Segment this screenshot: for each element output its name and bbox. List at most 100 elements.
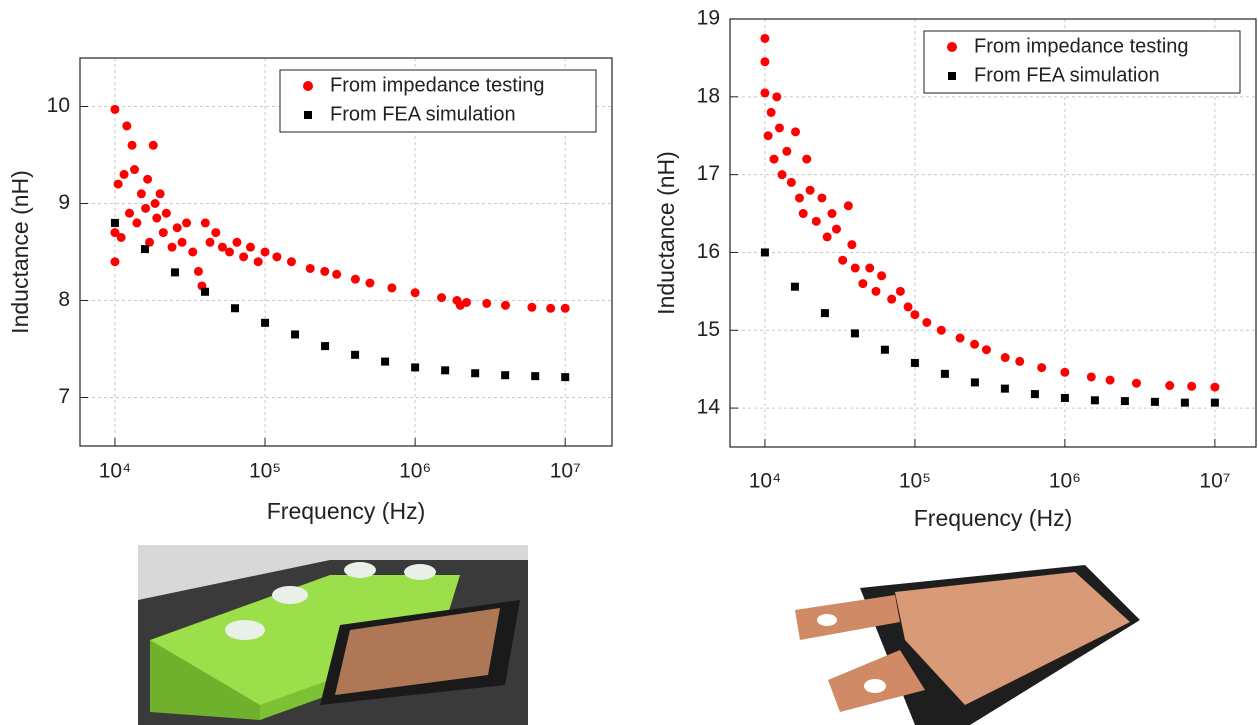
point — [1181, 399, 1189, 407]
point — [287, 257, 296, 266]
point — [806, 186, 815, 195]
point — [546, 304, 555, 313]
point — [321, 342, 329, 350]
point — [471, 369, 479, 377]
y-tick-label: 10 — [47, 94, 70, 117]
point — [151, 199, 160, 208]
point — [1061, 394, 1069, 402]
point — [149, 141, 158, 150]
point — [561, 373, 569, 381]
point — [117, 233, 126, 242]
point — [225, 248, 234, 257]
point — [110, 257, 119, 266]
point — [851, 329, 859, 337]
point — [838, 256, 847, 265]
legend-marker — [947, 42, 957, 52]
point — [764, 131, 773, 140]
point — [351, 275, 360, 284]
point — [1037, 363, 1046, 372]
point — [802, 155, 811, 164]
point — [847, 240, 856, 249]
point — [1087, 372, 1096, 381]
point — [211, 228, 220, 237]
y-tick-label: 19 — [697, 7, 720, 30]
point — [110, 105, 119, 114]
y-tick-label: 7 — [58, 385, 70, 408]
point — [437, 293, 446, 302]
legend-label: From FEA simulation — [330, 103, 516, 125]
point — [760, 88, 769, 97]
point — [767, 108, 776, 117]
point — [239, 252, 248, 261]
point — [178, 238, 187, 247]
point — [817, 193, 826, 202]
point — [531, 372, 539, 380]
photo-busbar — [795, 565, 1140, 725]
point — [501, 371, 509, 379]
point — [137, 189, 146, 198]
legend-marker — [303, 81, 313, 91]
y-tick-label: 14 — [697, 396, 721, 419]
point — [122, 121, 131, 130]
point — [441, 366, 449, 374]
point — [787, 178, 796, 187]
point — [778, 170, 787, 179]
x-tick-label: 10⁴ — [749, 470, 781, 493]
point — [799, 209, 808, 218]
point — [1211, 399, 1219, 407]
point — [261, 319, 269, 327]
x-tick-label: 10⁴ — [99, 460, 131, 483]
point — [1060, 368, 1069, 377]
point — [760, 34, 769, 43]
point — [128, 141, 137, 150]
x-axis-title: Frequency (Hz) — [267, 498, 425, 524]
point — [561, 304, 570, 313]
x-tick-label: 10⁶ — [399, 460, 431, 483]
point — [858, 279, 867, 288]
point — [922, 318, 931, 327]
y-tick-label: 9 — [58, 191, 70, 214]
x-tick-label: 10⁵ — [899, 470, 931, 493]
point — [823, 232, 832, 241]
point — [910, 310, 919, 319]
point — [1187, 382, 1196, 391]
point — [887, 295, 896, 304]
point — [254, 257, 263, 266]
page: {"chart_data": [ {"type": "scatter", "x_… — [0, 0, 1258, 725]
point — [125, 209, 134, 218]
point — [381, 358, 389, 366]
point — [761, 248, 769, 256]
point — [501, 301, 510, 310]
point — [411, 288, 420, 297]
point — [904, 302, 913, 311]
point — [1001, 385, 1009, 393]
point — [120, 170, 129, 179]
point — [851, 264, 860, 273]
point — [782, 147, 791, 156]
point — [201, 288, 209, 296]
y-tick-label: 15 — [697, 318, 720, 341]
point — [896, 287, 905, 296]
point — [1015, 357, 1024, 366]
point — [182, 218, 191, 227]
point — [168, 243, 177, 252]
point — [1091, 396, 1099, 404]
point — [156, 189, 165, 198]
point — [941, 370, 949, 378]
point — [173, 223, 182, 232]
point — [194, 267, 203, 276]
point — [791, 127, 800, 136]
x-tick-label: 10⁷ — [1199, 470, 1230, 493]
y-axis-title: Inductance (nH) — [7, 170, 33, 334]
point — [306, 264, 315, 273]
point — [1106, 376, 1115, 385]
point — [141, 204, 150, 213]
point — [141, 245, 149, 253]
point — [971, 378, 979, 386]
point — [982, 345, 991, 354]
point — [827, 209, 836, 218]
point — [162, 209, 171, 218]
point — [482, 299, 491, 308]
point — [871, 287, 880, 296]
